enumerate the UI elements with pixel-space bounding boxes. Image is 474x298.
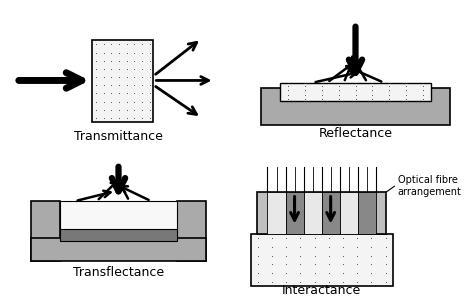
Bar [261,88,450,125]
Bar [322,192,340,234]
Bar [280,83,431,101]
Bar [60,201,177,238]
Text: Interactance: Interactance [282,283,361,297]
Bar [303,192,322,234]
Bar [92,40,154,122]
Bar [60,229,177,241]
Bar [340,192,358,234]
Bar [31,201,60,261]
Bar [257,192,386,234]
Text: Optical fibre
arrangement: Optical fibre arrangement [398,176,462,197]
Bar [31,238,206,261]
Text: Transflectance: Transflectance [73,266,164,279]
Bar [285,192,303,234]
Bar [177,201,206,261]
Text: Reflectance: Reflectance [319,127,392,140]
Text: Transmittance: Transmittance [74,130,163,143]
Bar [267,192,285,234]
Bar [251,234,393,286]
Bar [358,192,376,234]
